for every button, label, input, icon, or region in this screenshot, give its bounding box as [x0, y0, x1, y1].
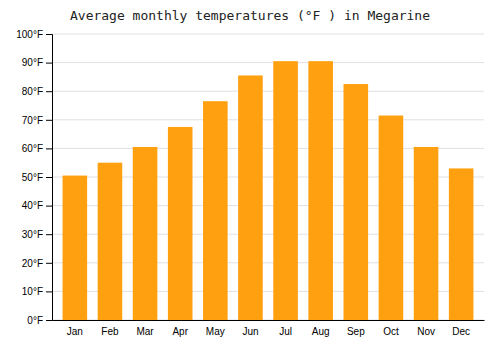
y-tick: 40°F	[22, 200, 52, 211]
x-tick: Aug	[312, 320, 330, 337]
y-tick: 100°F	[16, 29, 52, 40]
y-tick-label: 80°F	[22, 86, 43, 97]
x-tick: Oct	[383, 320, 399, 337]
grid-line	[52, 62, 484, 63]
y-tick-label: 10°F	[22, 286, 43, 297]
x-tick-label: May	[206, 326, 225, 337]
y-tick-label: 30°F	[22, 229, 43, 240]
x-tick: Sep	[347, 320, 365, 337]
bar	[449, 168, 474, 320]
chart: 0°F 10°F 20°F 30°F 40°F 50°F 60°F 70°F 80°F 90°F 1…	[0, 0, 500, 350]
bar	[273, 61, 298, 320]
y-tick-mark	[46, 120, 52, 121]
y-axis: 0°F 10°F 20°F 30°F 40°F 50°F 60°F 70°F 80°F 90°F 1…	[16, 29, 52, 326]
y-tick: 0°F	[27, 315, 52, 326]
y-tick-label: 70°F	[22, 115, 43, 126]
x-tick-label: Oct	[383, 326, 399, 337]
y-tick: 10°F	[22, 286, 52, 297]
x-tick-label: Sep	[347, 326, 365, 337]
bar	[168, 127, 193, 320]
x-tick: Nov	[417, 320, 435, 337]
bar	[414, 147, 439, 320]
y-tick-mark	[46, 63, 52, 64]
x-tick-label: Dec	[452, 326, 470, 337]
plot: 0°F 10°F 20°F 30°F 40°F 50°F 60°F 70°F 80°F 90°F 1…	[16, 29, 484, 337]
x-tick-label: Jan	[67, 326, 83, 337]
x-tick: Jul	[279, 320, 292, 337]
bar	[63, 176, 88, 320]
x-tick-label: Apr	[172, 326, 188, 337]
y-tick-label: 40°F	[22, 200, 43, 211]
x-tick: Apr	[172, 320, 188, 337]
y-tick-label: 100°F	[16, 29, 43, 40]
title: Average monthly temperatures (°F ) in Me…	[70, 8, 430, 23]
grid-line	[52, 119, 484, 120]
y-tick-label: 90°F	[22, 57, 43, 68]
x-tick-label: Nov	[417, 326, 435, 337]
y-tick-mark	[46, 291, 52, 292]
x-axis: Jan Feb Mar Apr May Jun Jul Aug Sep Oct Nov Dec	[53, 320, 485, 337]
x-tick-label: Mar	[136, 326, 154, 337]
y-tick: 60°F	[22, 143, 52, 154]
y-tick-label: 20°F	[22, 258, 43, 269]
bar	[238, 75, 263, 320]
x-tick: Dec	[452, 320, 470, 337]
x-tick-label: Jun	[242, 326, 258, 337]
grid-line	[52, 91, 484, 92]
y-tick-mark	[46, 34, 52, 35]
y-tick-label: 50°F	[22, 172, 43, 183]
y-tick: 90°F	[22, 57, 52, 68]
x-tick: Jan	[67, 320, 83, 337]
bar	[133, 147, 158, 320]
y-tick: 80°F	[22, 86, 52, 97]
y-tick-mark	[46, 263, 52, 264]
y-axis-line	[46, 35, 53, 321]
y-tick-mark	[46, 320, 52, 321]
grid	[52, 34, 484, 320]
y-tick: 50°F	[22, 172, 52, 183]
x-tick-label: Feb	[101, 326, 119, 337]
x-tick: Jun	[242, 320, 258, 337]
grid-line	[52, 34, 484, 35]
x-axis-line	[53, 320, 485, 321]
y-tick-mark	[46, 177, 52, 178]
y-tick-mark	[46, 148, 52, 149]
x-tick: Mar	[136, 320, 154, 337]
bar	[98, 163, 123, 320]
y-tick-mark	[46, 234, 52, 235]
y-tick-mark	[46, 206, 52, 207]
x-tick: May	[206, 320, 225, 337]
bars	[63, 61, 474, 320]
y-tick-label: 60°F	[22, 143, 43, 154]
x-tick-label: Aug	[312, 326, 330, 337]
y-tick: 30°F	[22, 229, 52, 240]
x-tick: Feb	[101, 320, 119, 337]
y-tick-mark	[46, 91, 52, 92]
y-tick: 70°F	[22, 115, 52, 126]
bar	[344, 84, 369, 320]
x-tick-label: Jul	[279, 326, 292, 337]
bar	[203, 101, 228, 320]
y-tick-label: 0°F	[27, 315, 43, 326]
bar	[308, 61, 333, 320]
bar	[379, 116, 404, 320]
y-tick: 20°F	[22, 258, 52, 269]
